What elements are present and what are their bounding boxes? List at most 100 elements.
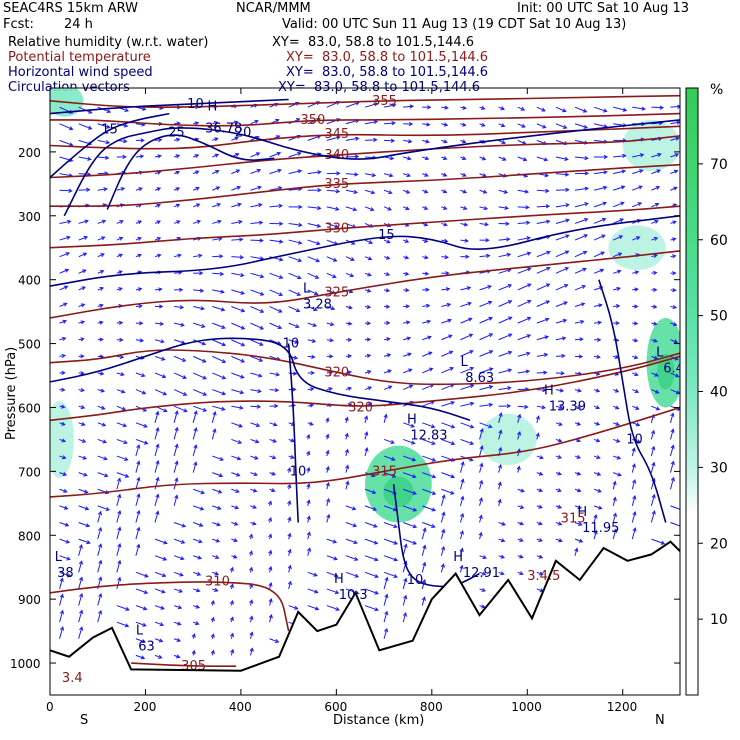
vector-782 — [517, 300, 531, 307]
vector-471 — [326, 222, 339, 228]
vector-head-916 — [620, 185, 626, 190]
vector-head-909 — [593, 514, 598, 519]
vector-777 — [517, 222, 530, 224]
vector-head-227 — [178, 588, 184, 593]
vector-head-655 — [442, 156, 448, 161]
vector-head-52 — [81, 422, 86, 427]
annotation-14: H — [453, 550, 463, 565]
annotation-3: 3.28 — [303, 297, 332, 312]
vector-785 — [517, 352, 530, 357]
vector-head-789 — [517, 413, 522, 419]
vector-head-400 — [274, 638, 280, 643]
vector-head-811 — [545, 300, 551, 305]
wind-label-3: 20 — [235, 126, 252, 141]
vector-389 — [269, 455, 276, 459]
vector-652 — [441, 106, 448, 109]
vector-215 — [173, 389, 187, 396]
vector-856 — [574, 106, 587, 113]
vector-head-325 — [233, 521, 239, 526]
vector-493 — [326, 588, 339, 594]
vector-head-114 — [120, 372, 125, 377]
vector-941 — [632, 154, 644, 158]
vector-head-29 — [59, 577, 64, 582]
vector-259 — [193, 555, 202, 559]
vector-head-446 — [312, 323, 318, 328]
vector-289 — [212, 488, 222, 494]
vector-head-1006 — [673, 339, 679, 344]
vector-312 — [231, 306, 245, 312]
vector-96 — [97, 593, 102, 606]
vector-head-764 — [497, 481, 502, 486]
vector-693 — [460, 302, 472, 307]
vector-head-210 — [179, 305, 185, 310]
vector-282 — [212, 372, 226, 379]
vector-head-759 — [506, 403, 512, 409]
vector-head-615 — [412, 540, 418, 545]
vector-546 — [364, 447, 368, 457]
vector-head-91 — [97, 510, 102, 516]
vector-916 — [613, 185, 625, 191]
vector-head-605 — [408, 368, 413, 373]
vector-head-705 — [460, 495, 465, 501]
vector-head-41 — [83, 235, 89, 240]
theta-label-5: 330 — [324, 222, 349, 237]
wind-contour-2 — [50, 215, 680, 287]
vector-191 — [154, 555, 167, 561]
vector-431 — [288, 605, 298, 610]
vector-head-150 — [144, 440, 149, 445]
vector-head-882 — [578, 538, 584, 543]
vector-head-268 — [214, 137, 219, 142]
vector-head-321 — [236, 456, 242, 461]
vector-head-587 — [384, 610, 389, 616]
vector-head-666 — [448, 334, 453, 339]
vector-863 — [574, 218, 588, 224]
vector-head-747 — [504, 205, 509, 210]
forecast-hours: 24 h — [64, 17, 93, 32]
vector-531 — [364, 206, 374, 211]
vector-258 — [193, 538, 202, 543]
vector-969 — [651, 169, 661, 175]
vector-head-626 — [423, 189, 429, 194]
vector-head-640 — [430, 424, 436, 429]
vector-440 — [307, 222, 321, 227]
vector-head-853 — [557, 504, 563, 509]
vector-head-173 — [157, 253, 162, 258]
vector-1006 — [670, 339, 678, 343]
vector-head-354 — [254, 439, 260, 444]
vector-head-249 — [202, 391, 208, 396]
vector-head-953 — [633, 355, 639, 360]
vector-608 — [403, 422, 415, 428]
vector-802 — [536, 156, 548, 161]
vector-192 — [154, 571, 166, 577]
vector-head-486 — [325, 465, 330, 471]
vector-head-44 — [81, 286, 86, 291]
vector-head-220 — [174, 460, 179, 465]
vector-353 — [250, 422, 260, 427]
vector-head-246 — [201, 341, 207, 346]
vector-head-648 — [422, 544, 427, 549]
vector-head-784 — [526, 334, 532, 339]
vector-head-512 — [347, 386, 353, 391]
vector-756 — [498, 351, 512, 357]
vector-head-393 — [268, 516, 273, 522]
vector-221 — [173, 478, 178, 490]
vector-head-818 — [535, 415, 540, 420]
vector-726 — [479, 368, 493, 374]
vector-551 — [364, 538, 378, 544]
vector-head-146 — [141, 373, 146, 378]
vector-914 — [613, 155, 626, 158]
vector-869 — [574, 320, 584, 324]
vector-head-657 — [442, 189, 448, 194]
vector-197 — [154, 654, 162, 659]
vector-head-1003 — [672, 287, 677, 293]
vector-head-837 — [565, 234, 570, 239]
vector-head-439 — [317, 205, 322, 211]
vector-349 — [250, 355, 263, 362]
vector-head-88 — [104, 473, 109, 478]
vector-518 — [345, 481, 349, 490]
vector-head-857 — [583, 124, 589, 129]
vector-head-850 — [557, 454, 563, 459]
model-title: SEAC4RS 15km ARW — [3, 1, 139, 16]
vector-69 — [97, 156, 109, 159]
vector-704 — [459, 479, 464, 490]
